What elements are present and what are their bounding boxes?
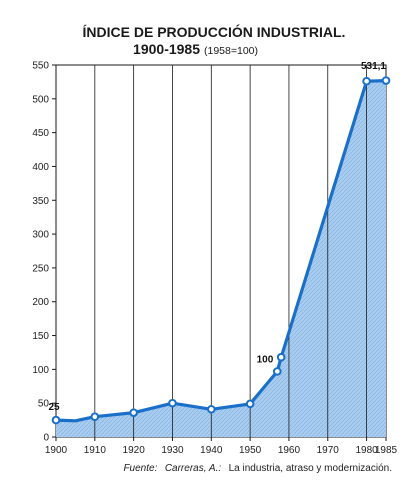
x-tick-label-1985: 1985 xyxy=(375,445,398,456)
data-point-1900 xyxy=(51,415,61,425)
source-author: Carreras, A.: xyxy=(165,463,222,474)
data-point-1950 xyxy=(245,399,255,409)
plot-area: 0 50 100 150 200 250 300 350 400 450 500 550 1900 191… xyxy=(32,61,397,457)
chart-title-years: 1900-1985 xyxy=(133,41,200,57)
y-tick-label-0: 0 xyxy=(43,433,49,444)
y-tick-label-250: 250 xyxy=(32,263,49,274)
y-tick-label-150: 150 xyxy=(32,331,49,342)
data-point-1930 xyxy=(168,398,177,408)
y-tick-label-200: 200 xyxy=(32,297,49,308)
data-point-1985 xyxy=(381,76,391,85)
data-label-1985: 531,1 xyxy=(361,61,386,72)
y-tick-label-500: 500 xyxy=(32,94,49,105)
y-tick-label-400: 400 xyxy=(32,162,49,173)
data-point-1920 xyxy=(129,408,138,417)
y-tick-label-50: 50 xyxy=(38,399,50,410)
data-point-1958 xyxy=(276,352,286,362)
chart-title: ÍNDICE DE PRODUCCIÓN INDUSTRIAL. xyxy=(83,23,346,40)
x-tick-label-1900: 1900 xyxy=(45,445,68,456)
x-tick-label-1940: 1940 xyxy=(200,445,223,456)
x-tick-label-1930: 1930 xyxy=(161,445,184,456)
area-fill xyxy=(56,80,386,437)
source-note: Fuente: Carreras, A.: La industria, atra… xyxy=(123,458,392,475)
x-tick-label-1910: 1910 xyxy=(84,445,107,456)
x-tick-label-1920: 1920 xyxy=(123,445,146,456)
y-tick-label-350: 350 xyxy=(32,196,49,207)
y-tick-label-100: 100 xyxy=(32,365,49,376)
data-point-1980 xyxy=(362,76,371,86)
chart-title-base-note: (1958=100) xyxy=(204,45,258,57)
y-tick-label-550: 550 xyxy=(32,61,49,72)
data-point-1940 xyxy=(206,404,216,414)
data-label-1900: 25 xyxy=(48,402,60,413)
x-tick-label-1950: 1950 xyxy=(239,445,262,456)
x-tick-label-1980: 1980 xyxy=(355,445,378,456)
data-label-1957: 100 xyxy=(257,354,274,365)
source-prefix: Fuente: xyxy=(123,463,157,474)
y-tick-label-300: 300 xyxy=(32,230,49,241)
data-point-1910 xyxy=(90,412,100,422)
x-tick-label-1960: 1960 xyxy=(278,445,301,456)
x-tick-label-1970: 1970 xyxy=(317,445,340,456)
data-point-1957 xyxy=(272,367,282,376)
source-text: La industria, atraso y modernización. xyxy=(229,463,392,474)
y-tick-label-450: 450 xyxy=(32,128,49,139)
